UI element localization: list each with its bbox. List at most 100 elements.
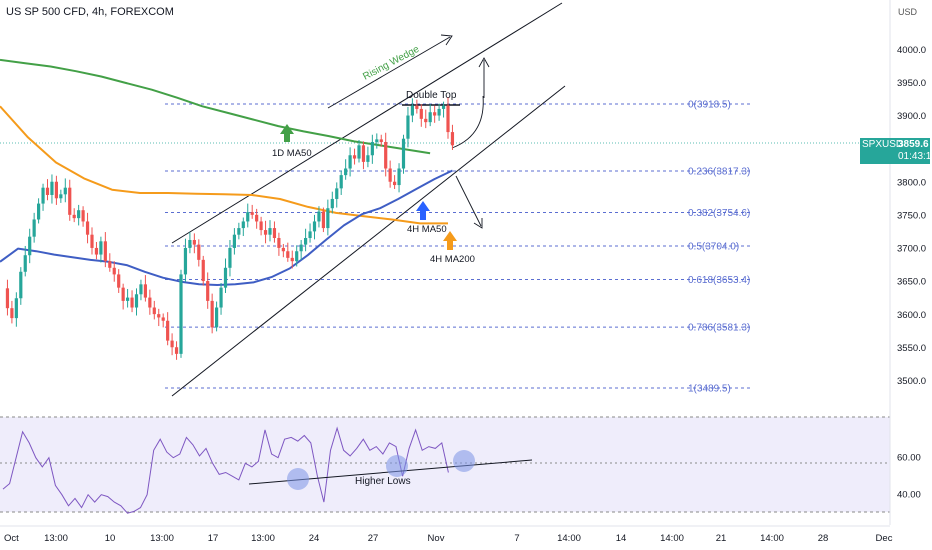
bull-candle — [237, 228, 241, 235]
bull-candle — [228, 247, 232, 268]
higher-low-marker — [287, 468, 309, 490]
wedge-lower-line — [171, 85, 566, 397]
fib-level-label: 0.382(3754.6) — [688, 208, 750, 219]
fib-level-label: 0.236(3817.3) — [688, 166, 750, 177]
price-tick-label: 3750.0 — [897, 211, 926, 222]
bear-candle — [415, 105, 419, 109]
bear-candle — [210, 300, 214, 328]
time-tick-label: 24 — [309, 533, 320, 544]
bull-candle — [268, 228, 272, 235]
bear-candle — [446, 105, 450, 133]
bear-candle — [10, 308, 14, 319]
bear-candle — [450, 132, 455, 146]
bear-candle — [379, 139, 383, 143]
time-tick-label: 14 — [616, 533, 627, 544]
bear-candle — [290, 257, 294, 262]
bull-candle — [401, 138, 406, 169]
fib-level-label: 0.618(3653.4) — [688, 275, 750, 286]
rsi-tick-label: 40.00 — [897, 490, 921, 501]
bear-candle — [192, 239, 196, 245]
ma200-4h-line — [0, 105, 448, 225]
bull-candle — [295, 251, 299, 262]
bull-candle — [41, 187, 45, 204]
bull-candle — [375, 139, 379, 143]
bear-candle — [45, 187, 50, 195]
bull-candle — [126, 297, 130, 301]
bull-candle — [326, 208, 330, 229]
bear-candle — [286, 251, 290, 258]
fib-level-label: 1(3489.5) — [688, 383, 731, 394]
price-tick-label: 3650.0 — [897, 277, 926, 288]
bear-candle — [277, 238, 281, 248]
bear-candle — [384, 142, 388, 169]
bull-candle — [77, 210, 81, 219]
currency-label: USD — [898, 7, 918, 17]
price-tick-label: 3550.0 — [897, 343, 926, 354]
bear-candle — [94, 247, 99, 255]
bull-candle — [32, 219, 36, 237]
wedge-upper-line — [171, 2, 563, 244]
higher-low-marker — [386, 455, 408, 477]
bear-candle — [54, 181, 58, 199]
fib-level-label: 0.786(3581.3) — [688, 323, 750, 334]
bear-candle — [433, 112, 437, 116]
time-tick-label: Nov — [428, 533, 445, 544]
price-tick-label: 3900.0 — [897, 111, 926, 122]
bull-candle — [28, 236, 32, 256]
price-tick-label: 3800.0 — [897, 177, 926, 188]
bull-candle — [179, 274, 183, 354]
bull-candle — [223, 267, 228, 288]
time-tick-label: 13:00 — [150, 533, 174, 544]
bear-candle — [68, 187, 72, 215]
bull-candle — [219, 287, 223, 308]
wedge-direction-arrow — [327, 36, 451, 109]
fib-level-label: 0(3918.5) — [688, 99, 731, 110]
bull-candle — [183, 247, 188, 275]
time-tick-label: Oct — [4, 533, 19, 544]
bull-candle — [366, 155, 370, 162]
breakout-curve — [451, 95, 484, 149]
bull-candle — [344, 168, 348, 176]
bear-candle — [170, 340, 174, 348]
time-tick-label: 10 — [105, 533, 116, 544]
time-tick-label: 13:00 — [251, 533, 275, 544]
time-tick-label: Dec — [876, 533, 893, 544]
bull-candle — [406, 115, 410, 139]
bear-candle — [152, 307, 156, 315]
bull-candle — [397, 168, 401, 186]
bull-candle — [188, 239, 192, 248]
price-tick-label: 3700.0 — [897, 244, 926, 255]
price-axis[interactable]: USD4000.03950.03900.03850.03800.03750.03… — [889, 0, 926, 525]
moving-averages — [0, 58, 453, 286]
bull-candle — [23, 255, 27, 272]
bull-candle — [308, 231, 312, 239]
breakdown-arrow — [455, 175, 482, 227]
fibonacci-retracement: 0(3918.5) 0.236(3817.3) 0.382(3754.6) 0.5(3… — [0, 99, 890, 394]
bear-candle — [166, 320, 170, 341]
price-tick-label: 4000.0 — [897, 45, 926, 56]
bear-candle — [388, 168, 392, 182]
time-axis[interactable]: Oct 13:00 10 13:00 17 13:00 24 27 Nov 7 14:00 14 14:… — [0, 525, 893, 544]
time-tick-label: 28 — [818, 533, 829, 544]
current-price: 3859.6 — [898, 139, 929, 150]
ma50-4h-label: 4H MA50 — [407, 224, 447, 235]
bear-candle — [255, 214, 259, 222]
current-symbol: SPXUSD — [862, 139, 904, 150]
bear-candle — [259, 221, 263, 231]
time-tick-label: 7 — [514, 533, 519, 544]
price-tick-label: 3600.0 — [897, 310, 926, 321]
bear-candle — [206, 281, 210, 301]
ma50-1d-arrow-icon — [280, 124, 294, 142]
bar-countdown: 01:43:18 — [898, 151, 932, 162]
bear-candle — [161, 317, 165, 321]
time-tick-label: 14:00 — [660, 533, 684, 544]
rsi-tick-label: 60.00 — [897, 453, 921, 464]
bull-candle — [246, 212, 250, 222]
bear-candle — [352, 155, 357, 159]
bear-candle — [393, 181, 397, 186]
bear-candle — [281, 247, 285, 252]
bull-candle — [312, 221, 317, 232]
bear-candle — [419, 108, 423, 119]
bull-candle — [59, 194, 63, 199]
time-tick-label: 17 — [208, 533, 219, 544]
